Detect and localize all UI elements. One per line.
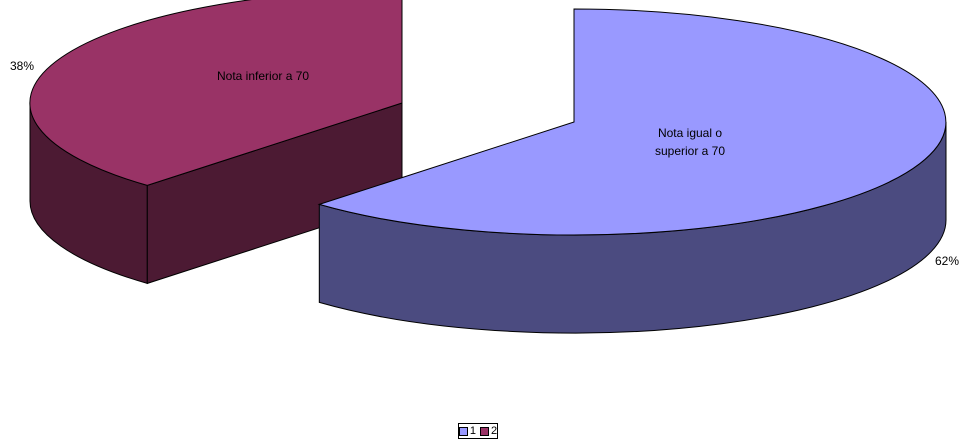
legend-label-1: 1 xyxy=(469,425,476,437)
slice-1-percent-label: 62% xyxy=(935,254,959,268)
slice-2-percent-label: 38% xyxy=(10,59,34,73)
legend-label-2: 2 xyxy=(491,425,498,437)
legend-entry-2: 2 xyxy=(480,425,497,437)
slice-1-top xyxy=(317,8,947,236)
slice-1-label-line2: superior a 70 xyxy=(655,144,725,158)
slice-2 xyxy=(29,0,403,285)
legend-swatch-1 xyxy=(458,426,468,436)
slice-1 xyxy=(317,8,947,334)
legend-swatch-2 xyxy=(480,426,489,436)
slice-1-label-line1: Nota igual o xyxy=(658,126,722,140)
slice-2-label: Nota inferior a 70 xyxy=(217,69,309,83)
slice-2-top xyxy=(29,0,403,186)
legend-entry-1: 1 xyxy=(458,425,476,437)
legend: 1 2 xyxy=(458,423,498,439)
